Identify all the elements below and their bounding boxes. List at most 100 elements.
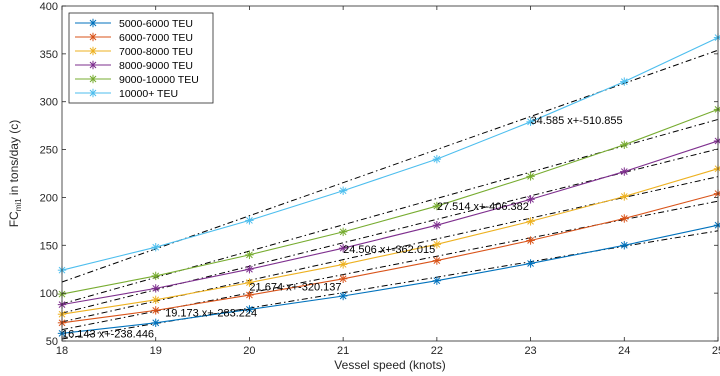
x-tick-label: 23 — [524, 345, 536, 357]
data-point — [620, 140, 629, 149]
data-point — [245, 216, 254, 225]
data-point — [245, 278, 254, 287]
data-point — [88, 74, 98, 84]
fit-annotations: 16.143 x+-238.446 19.173 x+-283.224 21.674… — [62, 115, 623, 340]
data-point — [88, 32, 98, 42]
data-point — [432, 256, 442, 265]
series-line — [57, 164, 720, 319]
x-axis-ticks: 18 19 20 21 22 23 24 25 — [56, 6, 720, 357]
legend-entry: 9000-10000 TEU — [75, 74, 199, 86]
data-point — [245, 250, 254, 260]
fit-annotation: 24.506 x+-362.015 — [343, 244, 435, 256]
data-point — [432, 240, 442, 249]
fit-annotation: 19.173 x+-283.224 — [165, 307, 257, 319]
legend-entry: 6000-7000 TEU — [75, 32, 193, 44]
data-point — [245, 305, 254, 314]
fit-annotation: 21.674 x+-320.137 — [249, 281, 341, 293]
series-path — [61, 224, 719, 334]
data-point — [713, 164, 720, 173]
x-tick-label: 19 — [150, 345, 162, 357]
data-point — [620, 167, 629, 176]
plot-area-frame — [61, 5, 719, 342]
series-lines — [57, 33, 720, 338]
data-point — [713, 136, 720, 146]
y-axis-label-main: FC — [7, 211, 21, 227]
data-point — [338, 227, 348, 237]
y-tick-label: 350 — [40, 49, 58, 61]
data-point — [620, 241, 629, 250]
fit-line — [61, 200, 719, 331]
data-point — [151, 318, 160, 328]
y-tick-label: 100 — [40, 288, 58, 300]
data-point — [620, 77, 629, 86]
series-path — [61, 37, 719, 271]
legend-label: 10000+ TEU — [119, 88, 178, 100]
fit-line — [61, 118, 719, 305]
data-point — [526, 195, 535, 204]
series-path — [61, 168, 719, 315]
data-point — [526, 117, 535, 127]
data-point — [245, 265, 254, 274]
legend-label: 8000-9000 TEU — [119, 60, 193, 72]
data-point — [432, 220, 442, 230]
y-axis-label: FCmi1 in tons/day (c) — [7, 120, 23, 228]
fit-line — [61, 176, 719, 323]
legend-label: 7000-8000 TEU — [119, 46, 193, 58]
data-point — [713, 189, 720, 198]
x-tick-label: 25 — [712, 345, 720, 357]
data-point — [526, 217, 535, 226]
legend-label: 6000-7000 TEU — [119, 32, 193, 44]
data-point — [245, 290, 254, 300]
y-tick-label: 200 — [40, 192, 58, 204]
y-tick-label: 300 — [40, 97, 58, 109]
x-tick-label: 24 — [618, 345, 630, 357]
fit-annotation: 34.585 x+-510.855 — [531, 115, 623, 127]
data-point — [338, 186, 348, 195]
series-path — [61, 193, 719, 324]
y-axis-ticks: 50 100 150 200 250 300 350 400 — [40, 1, 718, 348]
data-point — [432, 201, 442, 211]
x-axis-label: Vessel speed (knots) — [334, 358, 445, 372]
data-point — [151, 295, 160, 305]
data-point — [620, 192, 629, 201]
data-point — [88, 60, 98, 70]
legend-entry: 7000-8000 TEU — [75, 46, 193, 58]
series-line — [57, 105, 720, 299]
series-line — [57, 189, 720, 328]
fit-annotation: 16.143 x+-238.446 — [62, 328, 154, 340]
data-point — [88, 46, 98, 56]
y-tick-label: 250 — [40, 145, 58, 157]
legend-entry: 10000+ TEU — [75, 88, 178, 100]
legend: 5000-6000 TEU 6000-7000 TEU 7000-8000 TEU 8… — [68, 12, 214, 104]
data-point — [151, 243, 160, 252]
data-point — [151, 284, 160, 293]
data-point — [338, 274, 348, 283]
x-tick-label: 21 — [337, 345, 349, 357]
series-path — [61, 108, 719, 295]
x-tick-label: 22 — [431, 345, 443, 357]
data-point — [526, 236, 535, 245]
data-point — [526, 259, 535, 268]
x-tick-label: 18 — [56, 345, 68, 357]
fit-annotation: 27.514 x+-406.382 — [437, 201, 529, 213]
data-point — [713, 105, 720, 114]
y-axis-label-rest: in tons/day (c) — [7, 120, 21, 199]
legend-label: 9000-10000 TEU — [119, 74, 199, 86]
data-point — [88, 88, 98, 98]
series-line — [57, 136, 720, 309]
data-point — [620, 214, 629, 223]
data-point — [526, 172, 535, 181]
data-point — [713, 33, 720, 42]
legend-entry: 5000-6000 TEU — [75, 18, 193, 30]
data-point — [338, 260, 348, 269]
series-path — [61, 140, 719, 306]
legend-label: 5000-6000 TEU — [119, 18, 193, 30]
data-point — [432, 154, 442, 164]
data-point — [151, 306, 160, 315]
x-tick-label: 20 — [243, 345, 255, 357]
data-point — [713, 220, 720, 230]
y-tick-label: 400 — [40, 1, 58, 13]
y-tick-label: 50 — [46, 336, 58, 348]
data-point — [338, 243, 348, 253]
